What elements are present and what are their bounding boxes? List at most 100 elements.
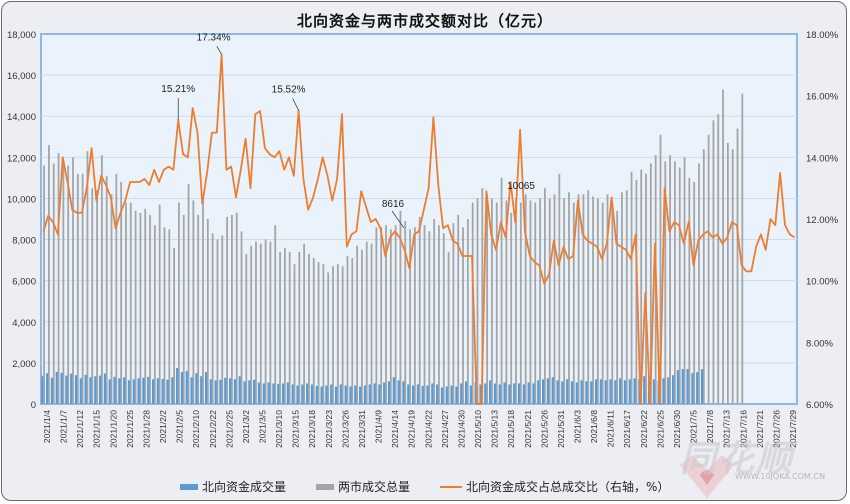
total-volume-bar: [67, 165, 70, 404]
northbound-volume-bar: [219, 379, 222, 404]
data-label: 15.52%: [272, 84, 306, 95]
total-volume-bar: [577, 194, 580, 404]
northbound-volume-bar: [436, 384, 439, 404]
total-volume-bar: [115, 173, 118, 404]
y-right-tick: 8.00%: [806, 338, 833, 349]
total-volume-bar: [683, 157, 686, 404]
y-left-tick: 10,000: [7, 194, 36, 205]
x-tick-label: 2021/3/31: [357, 410, 367, 448]
northbound-volume-bar: [522, 384, 525, 404]
total-volume-bar: [327, 272, 330, 404]
northbound-volume-bar: [392, 377, 395, 404]
northbound-volume-bar: [113, 376, 116, 404]
total-volume-bar: [491, 198, 493, 404]
total-volume-bar: [240, 231, 243, 404]
total-volume-bar: [587, 190, 590, 404]
total-volume-bar: [447, 251, 450, 404]
total-volume-bar: [688, 177, 691, 404]
y-left-tick: 6,000: [12, 277, 36, 288]
northbound-volume-bar: [267, 382, 270, 404]
northbound-volume-bar: [561, 381, 564, 404]
northbound-volume-bar: [623, 380, 627, 404]
northbound-volume-bar: [291, 384, 294, 404]
y-left-tick: 12,000: [7, 153, 36, 164]
total-volume-bar: [625, 190, 628, 404]
northbound-volume-bar: [383, 382, 386, 404]
data-label: 17.34%: [197, 32, 231, 43]
total-volume-bar: [303, 243, 306, 404]
y-left-tick: 18,000: [7, 30, 36, 41]
x-tick-label: 2021/5/13: [490, 410, 500, 448]
total-volume-bar: [211, 233, 214, 404]
total-volume-bar: [250, 245, 253, 404]
total-volume-bar: [674, 161, 676, 404]
total-volume-bar: [601, 202, 604, 404]
northbound-volume-bar: [450, 385, 453, 404]
y-left-tick: 8,000: [12, 236, 36, 247]
total-volume-bar: [235, 212, 238, 404]
x-tick-label: 2021/6/17: [622, 410, 632, 448]
total-volume-bar: [288, 251, 291, 404]
total-volume-bar: [380, 227, 383, 404]
total-volume-bar: [351, 258, 354, 404]
northbound-volume-bar: [253, 379, 256, 404]
northbound-volume-bar: [200, 376, 203, 404]
total-volume-bar: [322, 264, 325, 404]
northbound-volume-bar: [609, 379, 612, 404]
total-volume-bar: [669, 155, 671, 404]
northbound-volume-bar: [585, 381, 588, 404]
northbound-volume-bar: [132, 379, 135, 404]
total-volume-bar: [332, 266, 334, 404]
northbound-volume-bar: [373, 383, 376, 404]
total-volume-bar: [139, 212, 142, 404]
northbound-volume-bar: [368, 384, 371, 404]
northbound-volume-bar: [672, 375, 675, 404]
chart-legend: 北向资金成交量 两市成交总量 北向资金成交占总成交比（右轴，%）: [180, 478, 669, 495]
northbound-volume-bar: [604, 380, 607, 404]
total-volume-bar: [500, 177, 503, 404]
legend-item-northbound-volume: 北向资金成交量: [180, 478, 286, 495]
northbound-volume-bar: [349, 386, 352, 404]
total-volume-bar: [91, 188, 94, 404]
x-tick-label: 2021/7/13: [722, 410, 732, 448]
total-volume-bar: [283, 247, 286, 404]
northbound-volume-bar: [503, 382, 506, 404]
northbound-volume-bar: [98, 375, 102, 404]
northbound-volume-bar: [233, 379, 237, 404]
total-volume-bar: [572, 202, 575, 404]
total-volume-bar: [375, 227, 378, 404]
northbound-volume-bar: [537, 380, 540, 404]
northbound-volume-bar: [248, 380, 251, 404]
x-tick-label: 2021/4/14: [390, 410, 400, 448]
northbound-volume-bar: [633, 378, 636, 404]
northbound-volume-bar: [209, 379, 212, 404]
total-volume-bar: [356, 245, 359, 404]
northbound-volume-bar: [431, 383, 434, 404]
x-tick-label: 2021/6/25: [655, 410, 665, 448]
total-volume-bar: [635, 179, 638, 404]
total-volume-bar: [259, 243, 262, 404]
total-volume-bar: [153, 225, 156, 404]
total-volume-bar: [722, 89, 724, 404]
northbound-volume-bar: [330, 384, 333, 404]
x-tick-label: 2021/3/18: [307, 410, 317, 448]
x-tick-label: 2021/1/15: [92, 410, 102, 448]
total-volume-bar: [245, 253, 248, 404]
watermark-brand: 同花顺: [680, 439, 795, 480]
northbound-volume-bar: [94, 376, 97, 404]
total-volume-bar: [486, 194, 489, 404]
northbound-volume-bar: [108, 379, 111, 404]
northbound-volume-bar: [570, 381, 574, 404]
total-volume-bar: [274, 225, 277, 404]
total-volume-bar: [409, 229, 411, 404]
northbound-volume-bar: [70, 373, 73, 404]
northbound-volume-bar: [137, 378, 140, 404]
x-tick-label: 2021/4/19: [407, 410, 417, 448]
x-tick-label: 2021/1/7: [59, 410, 69, 443]
y-right-tick: 14.00%: [806, 153, 839, 164]
northbound-volume-bar: [421, 385, 424, 404]
total-volume-bar: [596, 198, 599, 404]
total-volume-bar: [202, 196, 204, 404]
northbound-volume-bar: [46, 373, 49, 404]
y-right-tick: 6.00%: [806, 400, 833, 411]
